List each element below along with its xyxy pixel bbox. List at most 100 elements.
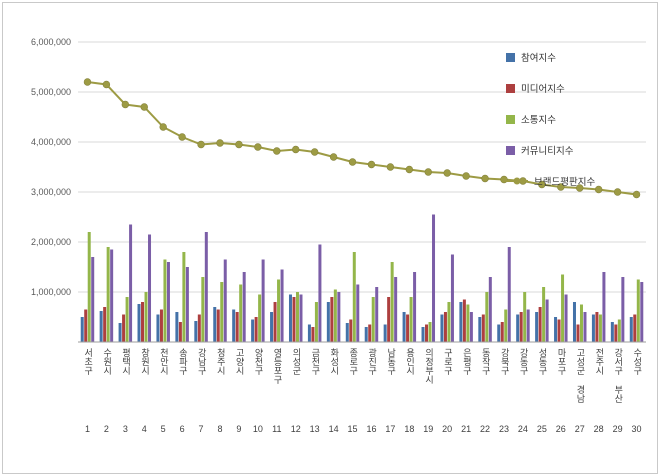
- bar: [223, 259, 227, 342]
- x-axis-rank: 16: [366, 424, 377, 434]
- x-axis-label-text: 수원시: [102, 348, 113, 375]
- bar: [216, 309, 220, 342]
- line-marker: [292, 145, 300, 154]
- line-marker: [405, 165, 414, 174]
- bar: [156, 314, 160, 342]
- legend-marker-dot: [513, 177, 521, 185]
- x-axis-label: 동작구: [476, 348, 495, 422]
- line-marker: [348, 158, 357, 166]
- bar: [299, 294, 303, 342]
- bar: [557, 319, 561, 342]
- legend-label: 브랜드평판지수: [534, 177, 596, 188]
- x-axis-label: 수원시: [97, 348, 116, 422]
- legend-item-community-index: 커뮤니티지수: [506, 145, 595, 157]
- x-axis-label-text: 남동구: [386, 348, 397, 375]
- line-marker: [632, 190, 641, 199]
- x-axis-label: 창원시: [135, 348, 154, 422]
- x-axis-rank: 28: [593, 424, 604, 434]
- x-axis-label-text: 은평구: [461, 348, 472, 375]
- x-axis-label: 의성군: [286, 348, 305, 422]
- bar: [235, 312, 239, 342]
- bar: [314, 302, 318, 342]
- bar: [318, 244, 322, 342]
- bar: [175, 312, 179, 342]
- x-axis-label: 성동구: [532, 348, 551, 422]
- bar: [84, 309, 88, 342]
- x-axis-label-text: 서초구: [83, 348, 94, 375]
- x-axis-label-text: 동작구: [480, 348, 491, 375]
- x-axis-rank: 20: [442, 424, 453, 434]
- x-axis-rank: 17: [385, 424, 396, 434]
- bar: [614, 324, 618, 342]
- bars-series-0: [80, 294, 633, 342]
- bar: [364, 327, 368, 342]
- x-axis-label-text: 종로구: [348, 348, 359, 375]
- x-axis-label-text: 평택시: [121, 348, 132, 375]
- x-axis-rank: 15: [347, 424, 358, 434]
- x-axis-label-text: 용인시: [405, 348, 416, 375]
- bars-series-2: [87, 232, 640, 342]
- bar: [447, 302, 451, 342]
- legend-label: 커뮤니티지수: [521, 146, 574, 157]
- line-marker: [178, 133, 186, 141]
- bar: [485, 292, 489, 342]
- x-axis-rank: 12: [290, 424, 301, 434]
- bar: [326, 302, 330, 342]
- x-axis-label-text: 마포구: [556, 348, 567, 375]
- legend-swatch-community: [506, 145, 515, 155]
- bar: [201, 277, 205, 342]
- x-axis-label-text: 청주시: [215, 348, 226, 375]
- x-axis-rank: 14: [328, 424, 339, 434]
- bar: [636, 279, 640, 342]
- bar: [554, 317, 558, 342]
- x-axis-label: 마포구: [551, 348, 570, 422]
- bar: [462, 299, 466, 342]
- x-axis-label: 평택시: [116, 348, 135, 422]
- x-axis-rank: 8: [217, 424, 223, 434]
- x-axis-label-text: 전주시: [594, 348, 605, 375]
- line-marker: [254, 143, 262, 151]
- bar: [504, 309, 508, 342]
- bar: [144, 292, 148, 342]
- line-marker: [197, 140, 205, 149]
- x-axis-label-text: 강북구: [499, 348, 510, 375]
- x-axis-label: 의정부시: [419, 348, 438, 422]
- bar: [576, 324, 580, 342]
- line-marker: [443, 169, 451, 177]
- bar: [137, 304, 141, 342]
- bar: [516, 314, 520, 342]
- x-axis-rank: 19: [423, 424, 434, 434]
- bar: [443, 312, 447, 342]
- bar: [572, 302, 576, 342]
- bar: [311, 327, 315, 342]
- bar: [583, 312, 587, 342]
- line-marker: [462, 172, 470, 180]
- bar: [523, 292, 527, 342]
- bar: [413, 272, 417, 342]
- bar: [295, 292, 299, 342]
- bar: [368, 324, 372, 342]
- line-marker: [386, 163, 395, 171]
- x-axis-rank: 6: [179, 424, 185, 434]
- x-axis-rank: 24: [517, 424, 528, 434]
- y-tick-label: 3,000,000: [31, 187, 71, 197]
- bar: [469, 312, 473, 342]
- x-axis-rank: 9: [236, 424, 242, 434]
- bar: [280, 269, 284, 342]
- bar: [545, 299, 549, 342]
- x-axis-rank: 22: [480, 424, 491, 434]
- x-axis-rank: 21: [461, 424, 472, 434]
- x-axis-rank: 1: [84, 424, 90, 434]
- x-axis-label-text: 성동구: [537, 348, 548, 375]
- x-axis-label-text: 강동구: [518, 348, 529, 375]
- bar: [387, 297, 391, 342]
- x-axis-label-text: 천안시: [158, 348, 169, 375]
- x-axis-label: 고성군 경남: [570, 348, 589, 422]
- bar: [337, 292, 341, 342]
- bar: [425, 324, 429, 342]
- bar: [258, 294, 262, 342]
- line-marker: [140, 103, 148, 111]
- bar: [375, 287, 379, 342]
- bar: [254, 317, 258, 342]
